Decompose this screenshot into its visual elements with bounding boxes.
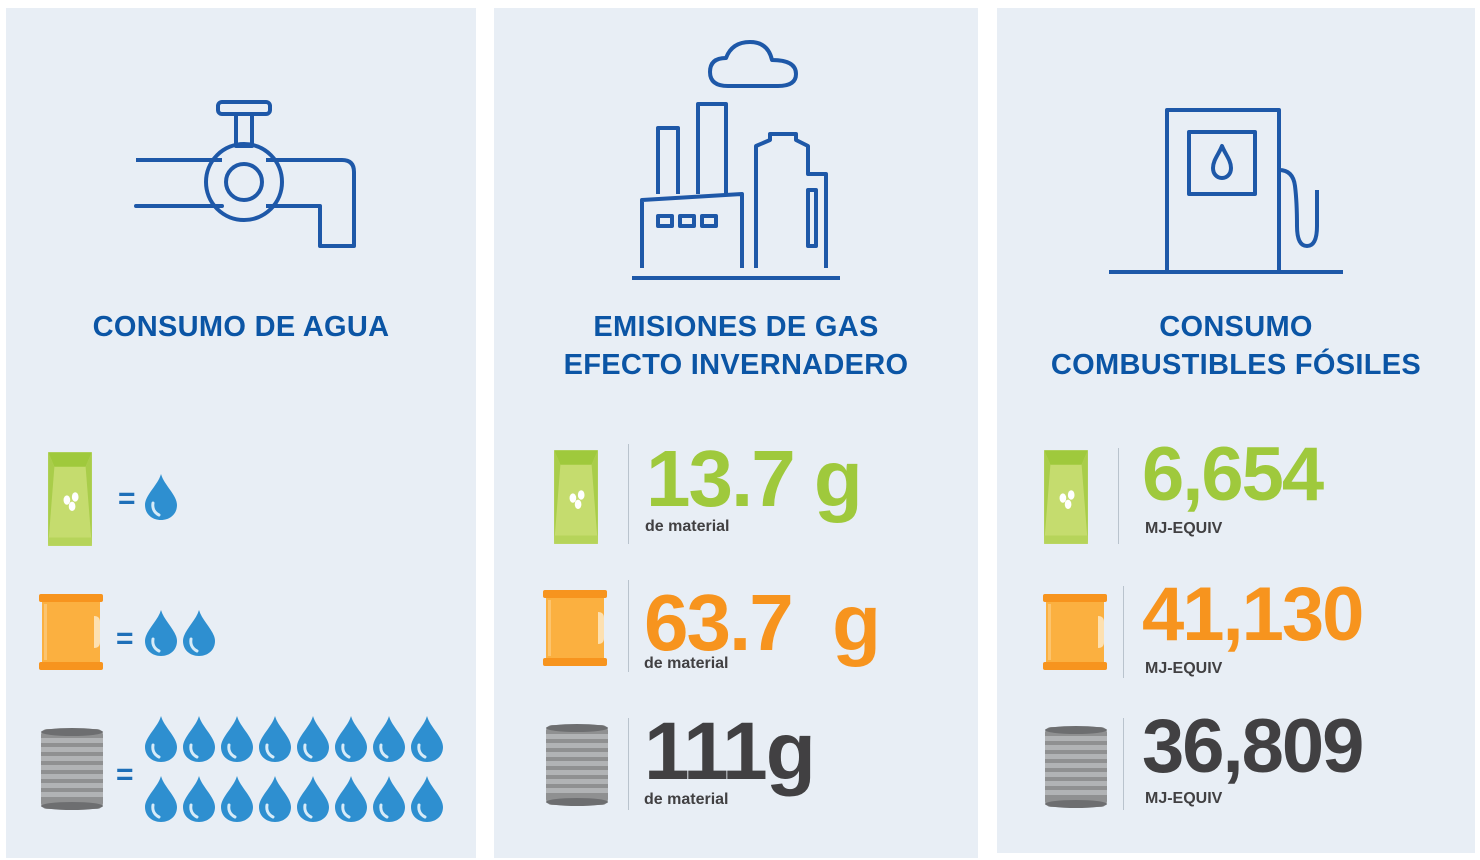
coffee-jar-icon: [36, 592, 106, 672]
fuel-value-jar: 41,130: [1142, 572, 1364, 657]
equals-sign: =: [116, 758, 134, 791]
water-drop-icon: [410, 712, 444, 766]
emissions-unit-jar: de material: [644, 655, 729, 672]
water-drop-icon: [144, 772, 178, 826]
emissions-unit-can: de material: [644, 791, 729, 808]
fuel-title-line1: CONSUMO: [1159, 311, 1313, 343]
emissions-title-line1: EMISIONES DE GAS: [593, 311, 879, 343]
emissions-value-jar: 63.7 g: [644, 578, 881, 667]
equals-sign: =: [118, 482, 136, 515]
water-drop-icon: [144, 712, 178, 766]
fuel-unit-jar: MJ-EQUIV: [1145, 660, 1223, 677]
water-drop-icon: [182, 606, 216, 660]
water-drop-icon: [258, 712, 292, 766]
emissions-panel: EMISIONES DE GAS EFECTO INVERNADERO 13.7…: [494, 8, 978, 858]
divider: [628, 718, 629, 810]
water-drop-icon: [334, 712, 368, 766]
equals-sign: =: [116, 622, 134, 655]
water-drop-icon: [144, 470, 178, 524]
factory-icon: [632, 40, 840, 280]
coffee-jar-icon: [540, 588, 610, 668]
fuel-pump-icon: [1109, 108, 1343, 274]
water-panel: CONSUMO DE AGUA = = =: [6, 8, 476, 858]
coffee-can-icon: [544, 722, 610, 808]
fuel-value-can: 36,809: [1142, 704, 1364, 789]
divider: [1123, 718, 1124, 810]
water-drop-icon: [144, 606, 178, 660]
coffee-can-icon: [1043, 724, 1109, 810]
water-drop-icon: [372, 772, 406, 826]
water-title: CONSUMO DE AGUA: [92, 311, 390, 343]
fuel-panel: CONSUMO COMBUSTIBLES FÓSILES 6,654 MJ-EQ…: [997, 8, 1475, 853]
emissions-unit-bag: de material: [645, 518, 730, 535]
water-drop-icon: [334, 772, 368, 826]
water-drop-icon: [220, 712, 254, 766]
emissions-value-bag: 13.7 g: [646, 434, 863, 523]
coffee-bag-icon: [1040, 444, 1092, 548]
water-drop-icon: [296, 712, 330, 766]
coffee-bag-icon: [44, 446, 96, 550]
fuel-unit-can: MJ-EQUIV: [1145, 790, 1223, 807]
coffee-bag-icon: [550, 444, 602, 548]
fuel-value-bag: 6,654: [1142, 432, 1324, 517]
coffee-can-icon: [39, 726, 105, 812]
divider: [628, 580, 629, 672]
fuel-unit-bag: MJ-EQUIV: [1145, 520, 1223, 537]
divider: [1118, 448, 1119, 544]
fuel-title-line2: COMBUSTIBLES FÓSILES: [1050, 349, 1422, 381]
divider: [1123, 586, 1124, 678]
water-drop-icon: [182, 712, 216, 766]
faucet-icon: [134, 100, 356, 248]
water-drop-icon: [258, 772, 292, 826]
divider: [628, 444, 629, 544]
water-drop-icon: [410, 772, 444, 826]
coffee-jar-icon: [1040, 592, 1110, 672]
water-drop-icon: [220, 772, 254, 826]
water-drop-icon: [372, 712, 406, 766]
water-drop-icon: [182, 772, 216, 826]
water-drop-icon: [296, 772, 330, 826]
emissions-title-line2: EFECTO INVERNADERO: [563, 349, 909, 381]
water-drops-can: [144, 712, 454, 832]
emissions-value-can: 111g: [644, 706, 816, 797]
